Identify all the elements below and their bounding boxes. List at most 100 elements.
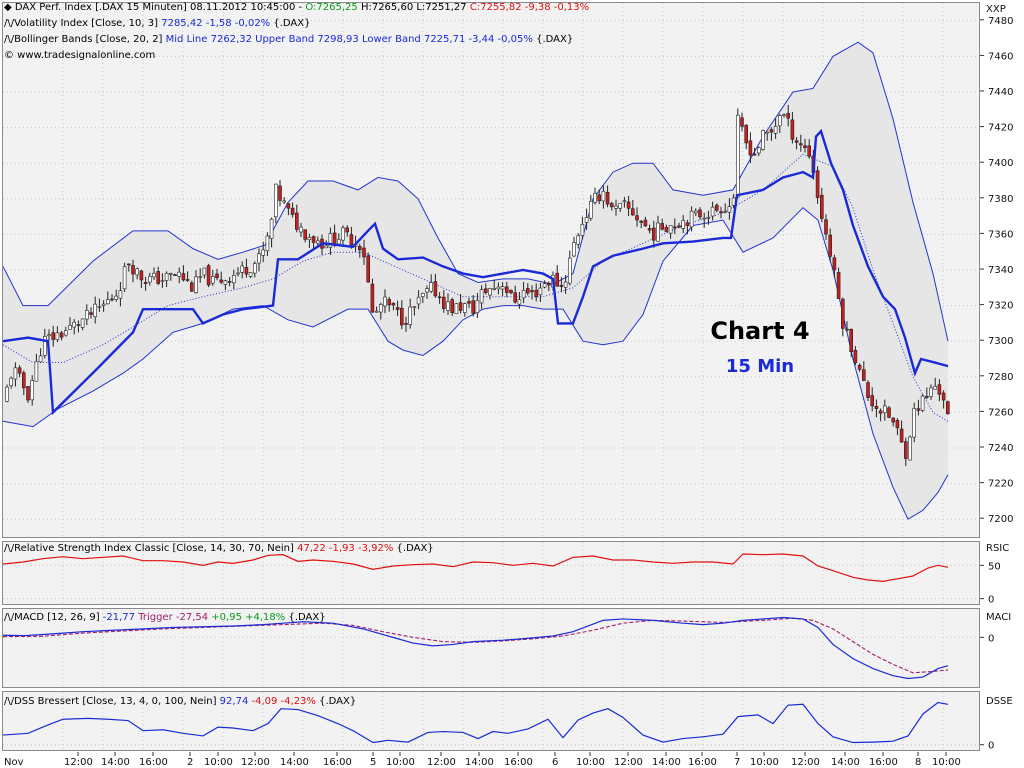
candle-body	[899, 428, 904, 443]
candle-body	[164, 272, 169, 281]
candle-body	[370, 283, 375, 313]
macd-chart	[3, 609, 979, 687]
price-header: ◆ DAX Perf. Index [.DAX 15 Minuten] 08.1…	[4, 2, 589, 14]
candle-body	[853, 349, 858, 364]
x-tick-label: 12:00	[614, 757, 643, 768]
dss-tick-label: 0	[988, 741, 994, 752]
x-tick-label: 6	[552, 757, 558, 768]
candle-body	[59, 332, 64, 338]
x-tick-label: 10:00	[204, 757, 233, 768]
price-header-prefix: DAX Perf. Index [.DAX 15 Minuten] 08.11.…	[14, 2, 306, 13]
x-tick-label: 5	[370, 757, 376, 768]
candle-body	[677, 225, 681, 228]
candle-body	[756, 147, 761, 154]
candle-body	[937, 384, 942, 395]
candle-body	[416, 296, 421, 305]
candle-body	[769, 129, 774, 133]
price-header-close: C:7255,82 -9,38 -0,13%	[466, 2, 590, 13]
price-header-open: O:7265,25	[305, 2, 358, 13]
candle-body	[567, 257, 572, 284]
candle-body	[798, 143, 803, 146]
rsi-tick-label: 0	[988, 595, 994, 606]
candle-body	[777, 115, 782, 127]
candle-body	[916, 408, 921, 411]
candle-body	[672, 226, 677, 229]
macd-header-label: MACD [12, 26, 9]	[14, 612, 103, 623]
candle-body	[30, 380, 35, 401]
candle-body	[597, 194, 602, 202]
candle-body	[895, 420, 900, 429]
candle-body	[471, 300, 476, 314]
candle-body	[101, 303, 106, 306]
candle-body	[500, 286, 505, 290]
x-tick-label: 12:00	[64, 757, 93, 768]
chart-marker-icon: ◆	[4, 2, 15, 13]
candle-body	[668, 225, 673, 234]
bb-header-value: Mid Line 7262,32 Upper Band 7298,93 Lowe…	[165, 34, 533, 45]
y-tick-label: 7200	[988, 514, 1013, 525]
candle-body	[908, 436, 912, 461]
candle-body	[152, 272, 156, 278]
candle-body	[143, 282, 148, 284]
candle-body	[181, 273, 186, 281]
candle-body	[299, 226, 303, 233]
candle-body	[93, 303, 97, 318]
y-tick-label: 7240	[988, 443, 1013, 454]
candle-body	[332, 232, 337, 245]
candle-body	[441, 296, 446, 309]
candle-body	[341, 227, 345, 241]
main-axis-label: XXP	[986, 4, 1006, 15]
candle-body	[576, 235, 581, 245]
candle-body	[467, 301, 471, 304]
candle-body	[156, 271, 160, 284]
macd-panel[interactable]	[2, 608, 980, 688]
candle-body	[206, 265, 211, 286]
candle-body	[72, 321, 76, 328]
y-tick-label: 7440	[988, 87, 1013, 98]
candle-body	[588, 200, 593, 219]
candle-body	[824, 219, 828, 235]
y-tick-label: 7480	[988, 16, 1013, 27]
candle-body	[664, 227, 669, 232]
rsi-header-value: 47,22 -1,93 -3,92%	[297, 543, 394, 554]
x-tick-label: 12:00	[241, 757, 270, 768]
candle-body	[160, 280, 165, 282]
candle-body	[336, 238, 341, 245]
candle-body	[542, 283, 547, 288]
candle-body	[404, 323, 408, 325]
price-panel[interactable]	[2, 2, 980, 538]
candle-body	[786, 113, 791, 119]
candle-body	[387, 299, 392, 306]
x-tick-label: 14:00	[465, 757, 494, 768]
candle-body	[509, 289, 513, 294]
candle-body	[357, 246, 362, 251]
candle-body	[437, 296, 442, 299]
dss-header-label: DSS Bressert [Close, 13, 4, 0, 100, Nein…	[14, 696, 220, 707]
candle-body	[723, 210, 728, 213]
candle-body	[211, 276, 215, 284]
candle-body	[924, 396, 929, 398]
candle-body	[832, 257, 837, 271]
rsi-header-suffix: {.DAX}	[393, 543, 434, 554]
dss-header: /\/DSS Bressert [Close, 13, 4, 0, 100, N…	[4, 696, 356, 708]
candle-body	[110, 298, 114, 301]
candle-body	[76, 324, 81, 326]
candle-body	[727, 206, 732, 213]
candle-body	[122, 266, 127, 290]
dss-panel[interactable]	[2, 691, 980, 751]
candle-body	[311, 236, 316, 243]
x-tick-label: 16:00	[139, 757, 168, 768]
y-tick-label: 7300	[988, 336, 1013, 347]
candle-body	[504, 286, 509, 293]
candle-body	[622, 200, 627, 203]
x-tick-label: 10:00	[750, 757, 779, 768]
x-tick-label: Nov	[4, 757, 24, 768]
candle-body	[118, 290, 123, 299]
candle-body	[219, 279, 223, 283]
indicator-icon: /\/	[4, 34, 15, 45]
rsi-panel[interactable]	[2, 541, 980, 605]
candle-body	[383, 296, 387, 307]
candle-body	[412, 306, 417, 308]
bb-header-label: Bollinger Bands [Close, 20, 2]	[14, 34, 166, 45]
candle-body	[765, 131, 770, 134]
